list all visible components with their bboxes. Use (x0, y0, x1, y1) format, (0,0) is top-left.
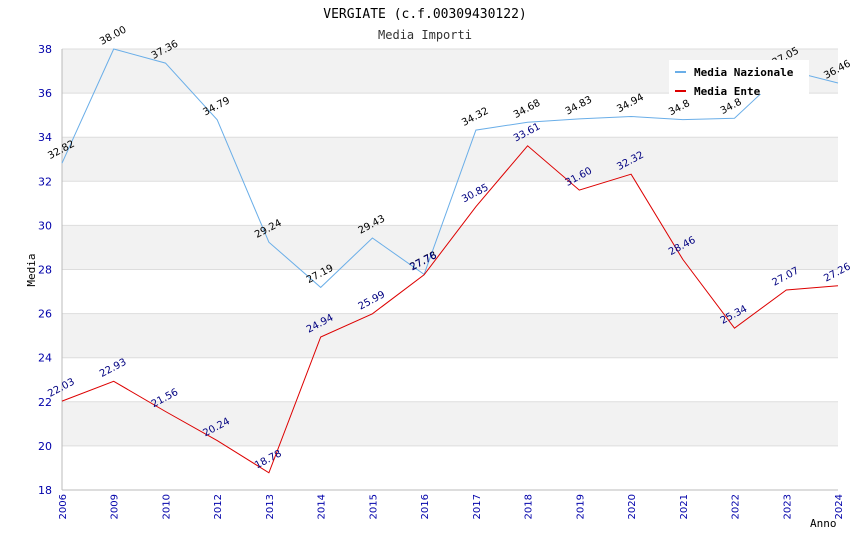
y-tick-label: 38 (38, 43, 52, 56)
axes (61, 49, 838, 491)
x-tick-label: 2020 (627, 494, 638, 519)
x-tick-label: 2018 (524, 494, 535, 519)
data-label: 25.99 (357, 289, 387, 312)
legend-entry: Media Nazionale (694, 66, 794, 79)
band-24-26 (62, 313, 838, 358)
data-label: 34.32 (460, 106, 490, 129)
y-tick-label: 36 (38, 87, 52, 100)
data-label: 18.78 (253, 448, 283, 471)
x-tick-labels: 2006 2009 2010 2012 2013 2014 2015 2016 2017 2018… (58, 494, 845, 519)
x-tick-label: 2023 (782, 494, 793, 519)
y-tick-label: 20 (38, 440, 52, 453)
series-lines (61, 48, 839, 474)
x-tick-label: 2021 (679, 494, 690, 519)
x-tick-label: 2009 (110, 494, 121, 519)
x-tick-label: 2006 (58, 494, 69, 519)
x-tick-label: 2013 (265, 494, 276, 519)
y-tick-label: 34 (38, 131, 52, 144)
x-tick-label: 2022 (731, 494, 742, 519)
x-tick-label: 2024 (834, 494, 845, 519)
x-tick-label: 2017 (472, 494, 483, 519)
chart-subtitle: Media Importi (378, 28, 472, 42)
x-tick-label: 2010 (161, 494, 172, 519)
band-28-30 (62, 225, 838, 270)
y-tick-label: 24 (38, 352, 52, 365)
legend-box (669, 60, 809, 94)
x-tick-label: 2015 (368, 494, 379, 519)
data-label: 22.93 (98, 357, 128, 380)
grid-lines (62, 48, 838, 491)
data-label: 34.8 (667, 98, 692, 118)
band-20-22 (62, 401, 838, 446)
data-label: 34.83 (564, 94, 594, 117)
data-label: 22.03 (46, 377, 76, 400)
data-label: 34.94 (615, 92, 645, 115)
series-line-media-ente (61, 145, 839, 474)
chart-title: VERGIATE (c.f.00309430122) (323, 7, 527, 22)
y-axis-label: Media (25, 253, 38, 286)
data-label: 34.68 (512, 98, 542, 121)
data-label: 34.79 (201, 95, 231, 118)
x-axis-label: Anno (810, 517, 837, 530)
y-tick-label: 18 (38, 484, 52, 497)
y-tick-label: 32 (38, 175, 52, 188)
background-bands (62, 49, 838, 446)
y-tick-label: 28 (38, 264, 52, 277)
y-tick-label: 22 (38, 396, 52, 409)
data-label: 30.85 (460, 182, 490, 205)
x-tick-label: 2012 (213, 494, 224, 519)
legend: Media Nazionale Media Ente (669, 60, 809, 98)
y-tick-label: 30 (38, 219, 52, 232)
legend-entry: Media Ente (694, 85, 761, 98)
y-tick-labels: 18 20 22 24 26 28 30 32 34 36 38 (38, 43, 52, 497)
x-tick-label: 2016 (420, 494, 431, 519)
y-tick-label: 26 (38, 308, 52, 321)
series-line-media-nazionale (61, 48, 839, 289)
x-tick-label: 2014 (317, 494, 328, 519)
x-tick-label: 2019 (575, 494, 586, 519)
band-32-34 (62, 137, 838, 182)
data-label: 38.00 (98, 24, 128, 47)
